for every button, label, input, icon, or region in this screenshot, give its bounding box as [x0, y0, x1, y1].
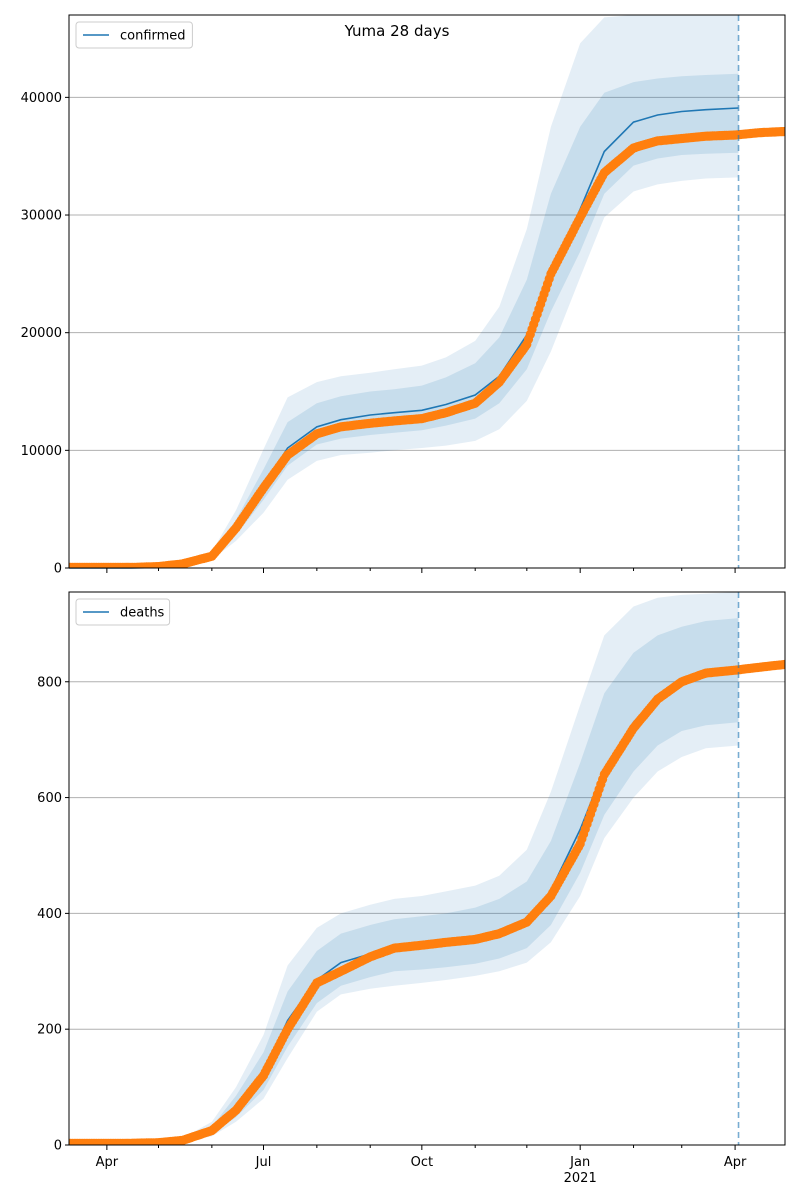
y-tick-label: 0: [54, 562, 62, 577]
x-tick-label: 2021: [564, 1171, 597, 1186]
legend-box: [75, 21, 193, 49]
y-tick-label: 40000: [21, 91, 62, 106]
y-tick-label: 600: [37, 791, 62, 806]
y-tick-label: 200: [37, 1023, 62, 1038]
plot-frame: [68, 591, 786, 1146]
confidence-band-outer: [69, 592, 739, 1145]
x-tick-label: Apr: [96, 1155, 119, 1170]
panel-0: 0 10000 20000 30000 40000 confirmed: [21, 14, 786, 577]
legend-label: deaths: [120, 606, 165, 621]
y-tick-label: 10000: [21, 444, 62, 459]
y-tick-label: 30000: [21, 209, 62, 224]
y-tick-label: 20000: [21, 326, 62, 341]
observed-point: [780, 126, 785, 137]
x-tick-label: Apr: [724, 1155, 747, 1170]
y-tick-label: 800: [37, 675, 62, 690]
observed-point: [780, 659, 785, 669]
y-tick-label: 400: [37, 907, 62, 922]
x-tick-label: Jan: [569, 1155, 590, 1170]
confidence-band-inner: [69, 73, 739, 568]
x-tick-label: Jul: [255, 1155, 272, 1170]
legend: confirmed: [75, 21, 193, 49]
chart-title: Yuma 28 days: [344, 22, 450, 40]
legend-box: [75, 598, 171, 626]
confidence-band-inner: [69, 618, 739, 1145]
legend: deaths: [75, 598, 171, 626]
plot-frame: [68, 14, 786, 569]
x-tick-label: Oct: [411, 1155, 433, 1170]
observed-points: [69, 126, 785, 568]
y-tick-label: 0: [54, 1139, 62, 1154]
observed-points: [69, 659, 785, 1145]
legend-label: confirmed: [120, 29, 186, 44]
confidence-band-outer: [69, 15, 739, 568]
